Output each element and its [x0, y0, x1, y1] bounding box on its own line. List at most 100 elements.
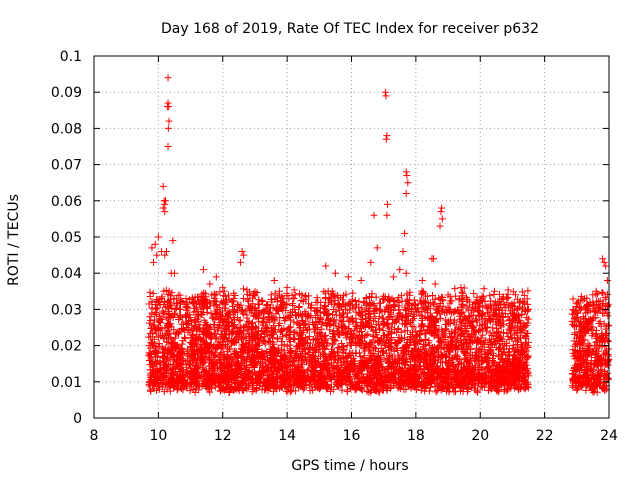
data-point: [441, 327, 449, 335]
data-point: [504, 286, 512, 294]
data-point: [457, 309, 465, 317]
data-point: [203, 367, 211, 375]
data-point: [317, 383, 325, 391]
data-point: [508, 333, 516, 341]
data-point: [305, 325, 313, 333]
data-point: [459, 301, 467, 309]
data-point: [426, 363, 434, 371]
data-point: [290, 335, 298, 343]
data-point: [489, 349, 497, 357]
data-point: [421, 329, 429, 337]
data-point: [282, 387, 290, 395]
data-point: [322, 319, 330, 327]
data-point: [377, 382, 385, 390]
data-points: [145, 74, 613, 397]
data-point: [478, 292, 486, 300]
data-point: [193, 303, 201, 311]
data-point: [146, 293, 154, 301]
data-point: [248, 341, 256, 349]
data-point: [477, 372, 485, 380]
data-point: [396, 309, 404, 317]
data-point: [414, 383, 422, 391]
data-point: [407, 319, 415, 327]
data-point: [158, 294, 166, 302]
data-point: [522, 355, 530, 363]
data-point: [438, 307, 446, 315]
data-point: [190, 318, 198, 326]
data-point: [524, 300, 532, 308]
data-point: [216, 304, 224, 312]
data-point: [400, 347, 408, 355]
data-point: [258, 353, 266, 361]
data-point: [317, 333, 325, 341]
data-point: [313, 360, 321, 368]
data-point: [355, 366, 363, 374]
data-point: [362, 293, 370, 301]
data-point: [348, 318, 356, 326]
data-point: [295, 303, 303, 311]
data-point: [461, 325, 469, 333]
data-point: [305, 292, 313, 300]
data-point: [386, 342, 394, 350]
data-point: [342, 329, 350, 337]
data-point: [296, 290, 304, 298]
data-point: [310, 353, 318, 361]
data-point: [160, 349, 168, 357]
data-point: [180, 372, 188, 380]
data-point: [222, 375, 230, 383]
data-point: [371, 314, 379, 322]
data-point: [220, 287, 228, 295]
data-point: [328, 287, 336, 295]
data-point: [224, 309, 232, 317]
data-point: [421, 345, 429, 353]
data-point: [465, 332, 473, 340]
data-point: [263, 380, 271, 388]
data-point: [322, 382, 330, 390]
data-point: [323, 356, 331, 364]
data-point: [491, 310, 499, 318]
data-point: [186, 338, 194, 346]
data-point: [361, 344, 369, 352]
data-point: [471, 348, 479, 356]
data-point: [197, 355, 205, 363]
data-point: [401, 361, 409, 369]
data-point: [482, 327, 490, 335]
data-point: [380, 354, 388, 362]
data-point: [283, 342, 291, 350]
data-point: [461, 335, 469, 343]
data-point: [375, 313, 383, 321]
data-point: [149, 321, 157, 329]
data-point: [474, 335, 482, 343]
data-point: [188, 330, 196, 338]
data-point: [360, 356, 368, 364]
data-point: [155, 380, 163, 388]
data-point: [357, 311, 365, 319]
data-point: [444, 376, 452, 384]
data-point: [221, 292, 229, 300]
data-point: [352, 319, 360, 327]
data-point: [419, 297, 427, 305]
data-point: [164, 297, 172, 305]
data-point: [427, 379, 435, 387]
data-point: [407, 347, 415, 355]
data-point: [507, 325, 515, 333]
data-point: [290, 372, 298, 380]
data-point: [394, 306, 402, 314]
data-point: [351, 333, 359, 341]
data-point: [212, 302, 220, 310]
data-point: [248, 374, 256, 382]
data-point: [443, 387, 451, 395]
data-point: [152, 360, 160, 368]
data-point: [369, 327, 377, 335]
data-point: [356, 353, 364, 361]
data-point: [489, 316, 497, 324]
data-point: [269, 379, 277, 387]
data-point: [472, 315, 480, 323]
data-point: [498, 340, 506, 348]
data-point: [431, 383, 439, 391]
data-point: [220, 334, 228, 342]
data-point: [433, 370, 441, 378]
data-point: [283, 313, 291, 321]
data-point: [382, 338, 390, 346]
data-point: [387, 329, 395, 337]
